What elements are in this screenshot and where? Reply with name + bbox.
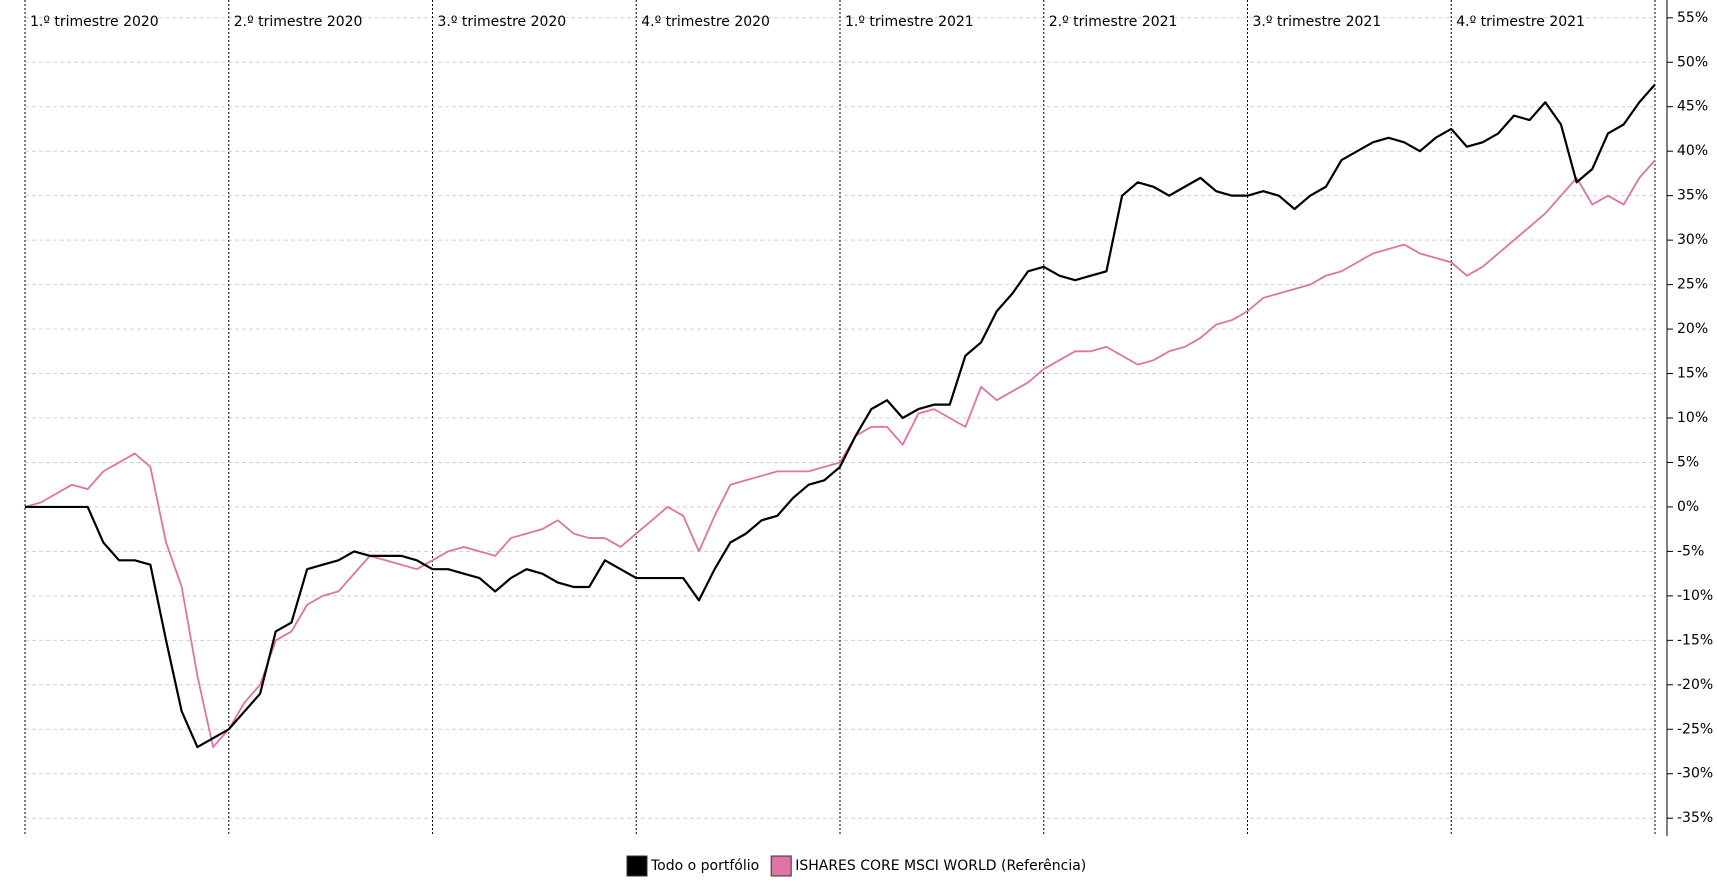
- x-tick-label: 1.º trimestre 2020: [30, 14, 159, 30]
- y-tick-label: 0%: [1677, 499, 1699, 515]
- x-tick-label: 1.º trimestre 2021: [845, 14, 974, 30]
- y-tick-label: 20%: [1677, 321, 1708, 337]
- y-tick-label: 10%: [1677, 410, 1708, 426]
- y-tick-label: -35%: [1677, 810, 1713, 826]
- y-tick-label: 45%: [1677, 99, 1708, 115]
- y-tick-label: -30%: [1677, 766, 1713, 782]
- x-tick-label: 2.º trimestre 2020: [234, 14, 363, 30]
- x-tick-label: 4.º trimestre 2020: [641, 14, 770, 30]
- y-tick-label: 50%: [1677, 54, 1708, 70]
- y-tick-label: -10%: [1677, 588, 1713, 604]
- y-tick-label: 55%: [1677, 10, 1708, 26]
- x-tick-label: 3.º trimestre 2021: [1253, 14, 1382, 30]
- y-tick-label: 40%: [1677, 143, 1708, 159]
- y-tick-label: 15%: [1677, 366, 1708, 382]
- series-line: [25, 83, 1656, 749]
- y-tick-label: -5%: [1677, 543, 1704, 559]
- y-tick-label: -25%: [1677, 721, 1713, 737]
- y-tick-label: 35%: [1677, 188, 1708, 204]
- legend-swatch: [626, 855, 648, 877]
- x-tick-label: 2.º trimestre 2021: [1049, 14, 1178, 30]
- legend-swatch: [770, 855, 792, 877]
- y-tick-label: 5%: [1677, 454, 1699, 470]
- legend-label: Todo o portfólio: [650, 858, 759, 874]
- y-tick-label: 30%: [1677, 232, 1708, 248]
- x-tick-label: 4.º trimestre 2021: [1456, 14, 1585, 30]
- series-line: [24, 159, 1656, 748]
- legend-label: ISHARES CORE MSCI WORLD (Referência): [795, 858, 1086, 874]
- y-tick-label: -15%: [1677, 632, 1713, 648]
- y-tick-label: -20%: [1677, 677, 1713, 693]
- y-tick-label: 25%: [1677, 277, 1708, 293]
- x-tick-label: 3.º trimestre 2020: [438, 14, 567, 30]
